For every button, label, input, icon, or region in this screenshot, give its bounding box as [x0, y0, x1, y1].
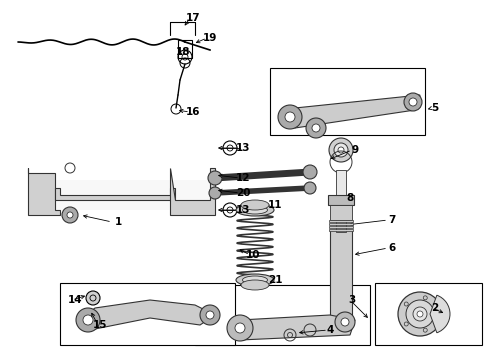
Text: 1: 1 — [114, 217, 122, 227]
Bar — [270, 68, 425, 135]
Polygon shape — [28, 168, 60, 215]
Ellipse shape — [243, 276, 268, 284]
Polygon shape — [170, 168, 215, 215]
Ellipse shape — [208, 171, 222, 185]
Ellipse shape — [241, 200, 269, 210]
Wedge shape — [430, 295, 450, 333]
Text: 20: 20 — [236, 188, 250, 198]
Ellipse shape — [413, 307, 427, 321]
Ellipse shape — [423, 328, 427, 332]
Text: 12: 12 — [236, 173, 250, 183]
Ellipse shape — [236, 274, 274, 286]
Polygon shape — [328, 195, 354, 205]
Ellipse shape — [206, 311, 214, 319]
Polygon shape — [230, 315, 355, 340]
Text: 7: 7 — [388, 215, 396, 225]
Ellipse shape — [435, 312, 439, 316]
Ellipse shape — [312, 124, 320, 132]
Polygon shape — [285, 95, 420, 128]
Bar — [60, 283, 235, 345]
Polygon shape — [329, 223, 353, 225]
Ellipse shape — [243, 206, 268, 214]
Ellipse shape — [417, 311, 423, 317]
Ellipse shape — [86, 291, 100, 305]
Text: 16: 16 — [186, 107, 200, 117]
Ellipse shape — [209, 187, 221, 199]
Ellipse shape — [329, 138, 353, 162]
Text: 13: 13 — [236, 143, 250, 153]
Text: 9: 9 — [351, 145, 359, 155]
Ellipse shape — [338, 147, 344, 153]
Text: 8: 8 — [346, 193, 354, 203]
Polygon shape — [30, 180, 215, 210]
Text: 2: 2 — [431, 303, 439, 313]
Text: 18: 18 — [176, 47, 190, 57]
Bar — [336, 170, 346, 232]
Text: 3: 3 — [348, 295, 356, 305]
Ellipse shape — [409, 98, 417, 106]
Ellipse shape — [303, 165, 317, 179]
Ellipse shape — [235, 323, 245, 333]
Text: 13: 13 — [236, 205, 250, 215]
Ellipse shape — [278, 105, 302, 129]
Ellipse shape — [334, 143, 348, 157]
Ellipse shape — [341, 318, 349, 326]
Text: 10: 10 — [246, 250, 260, 260]
Ellipse shape — [236, 204, 274, 216]
Ellipse shape — [67, 212, 73, 218]
Text: 17: 17 — [186, 13, 200, 23]
Polygon shape — [329, 229, 353, 231]
Ellipse shape — [404, 322, 408, 326]
Ellipse shape — [304, 182, 316, 194]
Ellipse shape — [200, 305, 220, 325]
Ellipse shape — [306, 118, 326, 138]
Ellipse shape — [62, 207, 78, 223]
Text: 11: 11 — [268, 200, 282, 210]
Ellipse shape — [423, 296, 427, 300]
Polygon shape — [80, 300, 215, 330]
Polygon shape — [55, 188, 175, 200]
Text: 6: 6 — [389, 243, 395, 253]
Bar — [375, 283, 482, 345]
Bar — [195, 285, 370, 345]
Ellipse shape — [241, 280, 269, 290]
Bar — [330, 230, 352, 325]
Text: 5: 5 — [431, 103, 439, 113]
Ellipse shape — [404, 93, 422, 111]
Text: 21: 21 — [268, 275, 282, 285]
Polygon shape — [329, 226, 353, 228]
Polygon shape — [330, 205, 352, 220]
Ellipse shape — [76, 308, 100, 332]
Ellipse shape — [227, 315, 253, 341]
Ellipse shape — [406, 300, 434, 328]
Ellipse shape — [404, 302, 408, 306]
Text: 19: 19 — [203, 33, 217, 43]
Polygon shape — [329, 220, 353, 222]
Ellipse shape — [83, 315, 93, 325]
Text: 4: 4 — [326, 325, 334, 335]
Text: 14: 14 — [68, 295, 82, 305]
Ellipse shape — [285, 112, 295, 122]
Ellipse shape — [335, 312, 355, 332]
Text: 15: 15 — [93, 320, 107, 330]
Ellipse shape — [398, 292, 442, 336]
